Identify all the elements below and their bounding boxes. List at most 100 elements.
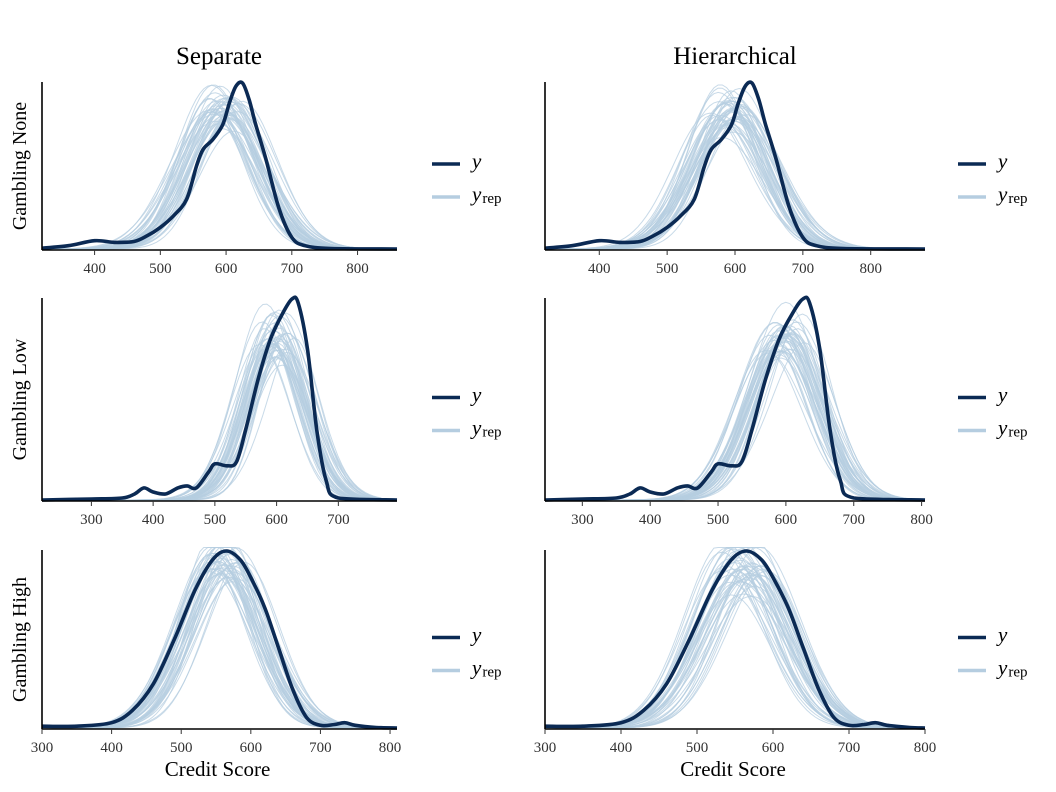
legend-yrep-subscript: rep xyxy=(482,191,501,207)
yrep-density-line xyxy=(545,565,926,729)
yrep-density-line xyxy=(545,136,925,250)
yrep-density-line xyxy=(42,561,397,729)
legend-yrep-subscript: rep xyxy=(482,425,501,441)
x-tick-label: 500 xyxy=(204,512,227,528)
yrep-density-line xyxy=(545,111,925,250)
yrep-density-line xyxy=(42,130,397,250)
row-label: Gambling Low xyxy=(9,338,31,460)
legend-yrep-label: yrep xyxy=(470,656,501,681)
yrep-density-line xyxy=(545,559,925,729)
x-tick-label: 400 xyxy=(639,512,662,528)
legend-y-label: y xyxy=(996,623,1008,647)
yrep-density-line xyxy=(545,565,925,729)
x-tick-label: 600 xyxy=(265,512,288,528)
y-density-line xyxy=(544,80,926,251)
yrep-density-line xyxy=(545,574,926,729)
row-label: Gambling None xyxy=(9,102,31,230)
yrep-density-line xyxy=(42,552,397,729)
yrep-density-line xyxy=(42,573,397,729)
yrep-density-line xyxy=(545,119,925,250)
x-tick-label: 800 xyxy=(859,261,882,277)
yrep-density-line xyxy=(545,112,925,250)
yrep-density-line xyxy=(42,568,397,729)
yrep-density-line xyxy=(42,578,397,729)
yrep-density-line xyxy=(42,114,397,250)
x-tick-label: 400 xyxy=(83,261,106,277)
legend-yrep-subscript: rep xyxy=(1008,191,1027,207)
yrep-density-line xyxy=(545,565,926,729)
yrep-density-line xyxy=(42,123,397,250)
yrep-density-line xyxy=(545,575,925,729)
yrep-density-line xyxy=(42,581,397,729)
legend-yrep-main: y xyxy=(470,416,482,440)
x-tick-label: 300 xyxy=(534,740,557,756)
x-tick-label: 800 xyxy=(379,740,402,756)
yrep-density-line xyxy=(545,118,925,250)
yrep-density-line xyxy=(545,551,925,729)
x-tick-label: 500 xyxy=(656,261,679,277)
yrep-density-line xyxy=(545,322,925,501)
column-title: Separate xyxy=(176,43,262,70)
x-tick-label: 300 xyxy=(571,512,594,528)
x-tick-label: 400 xyxy=(588,261,611,277)
y-density-line xyxy=(41,295,398,502)
legend-yrep-main: y xyxy=(996,656,1008,680)
legend-y-label: y xyxy=(996,383,1008,407)
yrep-density-line xyxy=(545,123,925,250)
yrep-density-line xyxy=(545,103,925,250)
yrep-density-line xyxy=(545,565,925,729)
x-axis-title: Credit Score xyxy=(680,757,786,781)
yrep-density-line xyxy=(42,561,397,729)
yrep-density-line xyxy=(545,563,925,729)
legend-yrep-label: yrep xyxy=(996,656,1027,681)
yrep-density-line xyxy=(42,561,397,729)
x-tick-label: 700 xyxy=(843,512,866,528)
yrep-density-line xyxy=(42,560,397,729)
x-tick-label: 500 xyxy=(170,740,193,756)
yrep-density-line xyxy=(42,562,397,729)
y-density-line xyxy=(41,80,398,251)
yrep-density-line xyxy=(42,84,397,250)
legend-yrep-main: y xyxy=(996,416,1008,440)
yrep-density-line xyxy=(545,117,925,250)
yrep-density-line xyxy=(545,100,925,250)
x-tick-label: 500 xyxy=(686,740,709,756)
yrep-density-line xyxy=(545,127,925,250)
yrep-density-line xyxy=(545,118,925,250)
x-tick-label: 400 xyxy=(100,740,123,756)
y-density-line xyxy=(41,549,398,730)
x-tick-label: 400 xyxy=(610,740,633,756)
y-density-line xyxy=(544,295,926,502)
yrep-density-line xyxy=(42,84,397,250)
yrep-density-line xyxy=(545,565,926,729)
legend-yrep-label: yrep xyxy=(470,416,501,441)
yrep-density-line xyxy=(545,114,925,250)
yrep-density-line xyxy=(42,116,397,250)
yrep-density-line xyxy=(42,568,397,729)
legend-yrep-label: yrep xyxy=(470,182,501,207)
yrep-density-line xyxy=(42,558,397,729)
yrep-density-line xyxy=(42,557,397,729)
x-tick-label: 400 xyxy=(142,512,165,528)
legend-yrep-subscript: rep xyxy=(1008,665,1027,681)
x-tick-label: 800 xyxy=(914,740,937,756)
yrep-density-line xyxy=(545,547,925,729)
yrep-density-line xyxy=(42,561,397,729)
yrep-density-line xyxy=(42,552,397,729)
yrep-density-line xyxy=(545,117,925,250)
x-tick-label: 800 xyxy=(910,512,933,528)
x-tick-label: 600 xyxy=(240,740,263,756)
x-tick-label: 700 xyxy=(792,261,815,277)
yrep-density-line xyxy=(545,122,925,250)
yrep-density-line xyxy=(545,322,926,501)
yrep-density-line xyxy=(42,568,397,729)
yrep-density-line xyxy=(545,319,925,501)
